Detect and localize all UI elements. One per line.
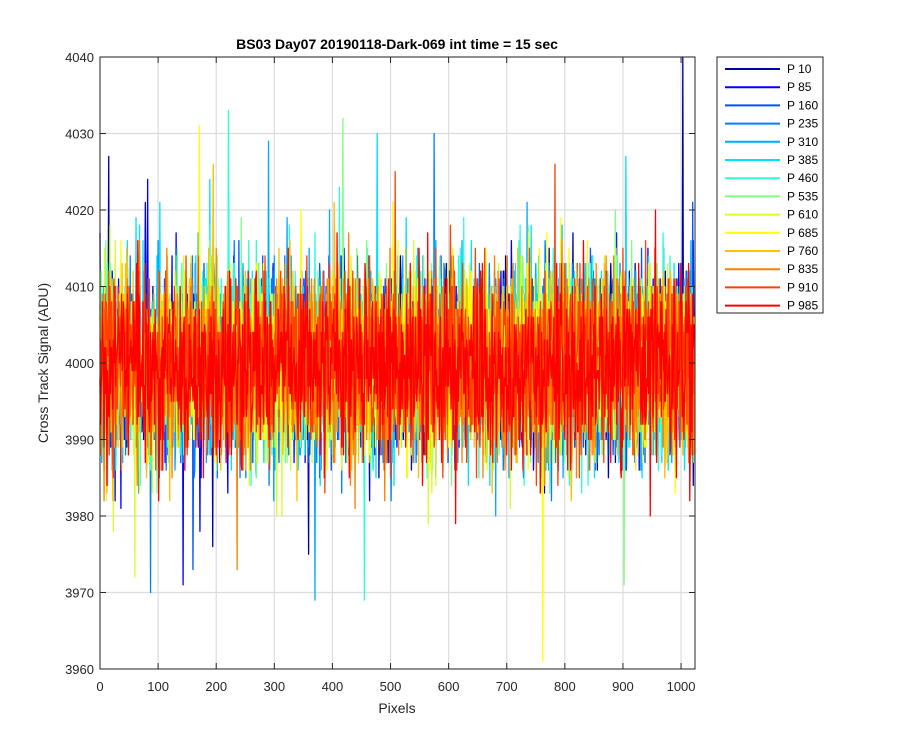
y-tick-label: 4000 [65,356,94,371]
legend-label: P 985 [787,299,818,313]
x-tick-label: 600 [438,679,460,694]
y-axis-label: Cross Track Signal (ADU) [35,283,51,443]
x-tick-label: 0 [96,679,103,694]
legend-label: P 760 [787,244,818,258]
series-line-p-985 [99,209,696,525]
x-tick-label: 200 [205,679,227,694]
x-tick-label: 1000 [667,679,696,694]
legend-label: P 10 [787,62,812,76]
x-axis-label: Pixels [378,700,415,716]
y-tick-label: 3960 [65,662,94,677]
x-tick-label: 400 [322,679,344,694]
x-tick-label: 800 [554,679,576,694]
y-tick-label: 4010 [65,280,94,295]
x-tick-label: 700 [496,679,518,694]
legend-label: P 160 [787,98,818,112]
axis-ticks: 0 100 200 300 400 500 600 700 800 900 1000 3960 3970… [65,50,695,694]
legend-label: P 460 [787,171,818,185]
y-tick-label: 3970 [65,586,94,601]
x-tick-label: 300 [263,679,285,694]
legend-label: P 85 [787,80,812,94]
y-tick-label: 4030 [65,127,94,142]
legend-label: P 610 [787,208,818,222]
y-tick-label: 4020 [65,203,94,218]
x-tick-label: 500 [380,679,402,694]
legend-label: P 910 [787,280,818,294]
legend-label: P 835 [787,262,818,276]
x-tick-label: 100 [147,679,169,694]
y-tick-label: 3980 [65,509,94,524]
y-tick-label: 4040 [65,50,94,65]
series-lines [99,56,696,662]
legend-box [716,56,824,314]
legend-label: P 385 [787,153,818,167]
x-tick-label: 900 [612,679,634,694]
y-tick-label: 3990 [65,433,94,448]
legend-label: P 535 [787,189,818,203]
legend-label: P 310 [787,135,818,149]
chart-title: BS03 Day07 20190118-Dark-069 int time = … [236,36,558,52]
legend: P 10 P 85 P 160 P 235 P 310 P 385 P 460 P 535 P … [716,56,824,314]
legend-label: P 685 [787,226,818,240]
legend-label: P 235 [787,117,818,131]
